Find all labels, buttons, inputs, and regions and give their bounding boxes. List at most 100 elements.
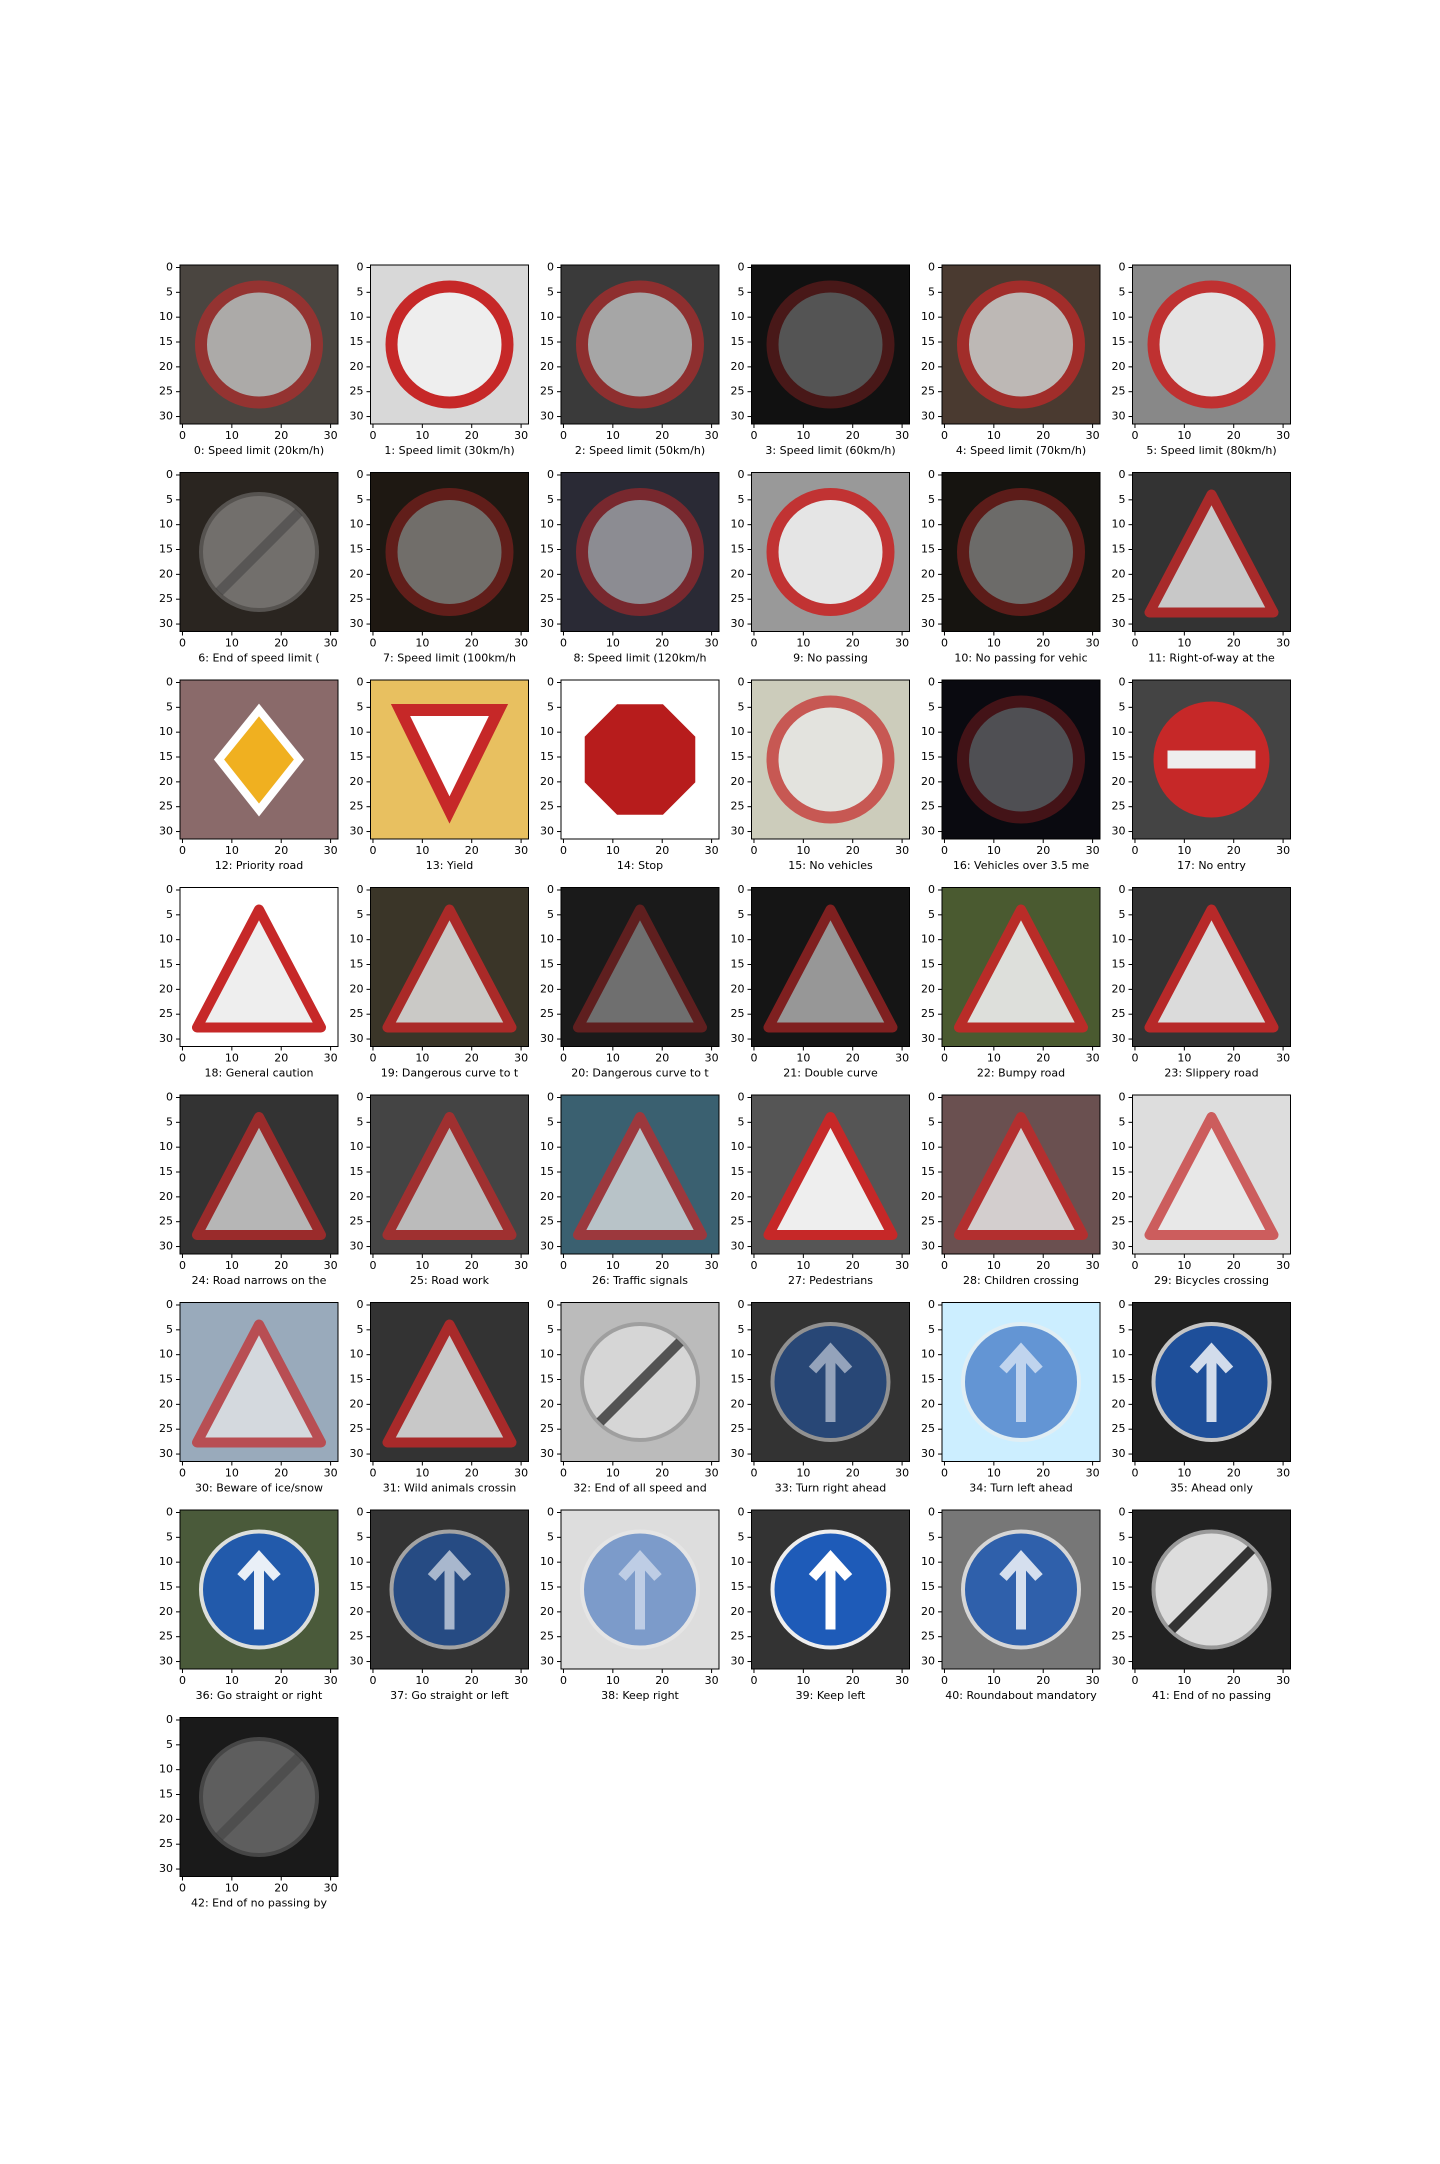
x-tick-label: 0 <box>750 1467 757 1480</box>
sign-ring <box>385 488 514 616</box>
panel-caption: 35: Ahead only <box>1170 1482 1253 1495</box>
y-tick-label: 20 <box>540 775 554 788</box>
x-tick-label: 10 <box>415 429 429 442</box>
y-tick-label: 5 <box>357 1323 364 1336</box>
y-tick-label: 30 <box>921 1240 935 1253</box>
x-tick-label: 0 <box>750 637 757 650</box>
y-tick-label: 0 <box>166 1090 173 1103</box>
y-tick-label: 10 <box>159 1555 173 1568</box>
axes-frame <box>941 679 1101 840</box>
axes-frame <box>1132 1509 1291 1670</box>
panel-caption: 31: Wild animals crossin <box>383 1482 517 1495</box>
x-tick-label: 10 <box>1177 637 1191 650</box>
y-tick-label: 0 <box>166 675 173 688</box>
sign-yield <box>390 704 509 824</box>
panel-caption: 36: Go straight or right <box>196 1689 323 1702</box>
sign-image <box>370 1510 529 1669</box>
y-tick-label: 5 <box>928 1530 935 1543</box>
y-tick-label: 10 <box>540 1348 554 1361</box>
sign-image <box>180 1717 338 1877</box>
x-tick-label: 10 <box>987 637 1001 650</box>
x-tick-label: 30 <box>514 1674 528 1687</box>
y-tick-label: 5 <box>357 1115 364 1128</box>
y-tick-label: 0 <box>738 260 745 273</box>
axes-frame <box>751 472 910 632</box>
x-tick-label: 30 <box>705 1259 719 1272</box>
y-tick-label: 15 <box>731 958 745 971</box>
y-tick-label: 10 <box>350 1140 364 1153</box>
x-tick-label: 20 <box>274 844 288 857</box>
y-tick-label: 5 <box>547 700 554 713</box>
y-tick-label: 10 <box>540 518 554 531</box>
axes-frame <box>370 887 529 1047</box>
x-tick-label: 10 <box>796 1467 810 1480</box>
sign-image <box>370 887 529 1047</box>
x-tick-label: 10 <box>415 844 429 857</box>
y-tick-label: 15 <box>731 750 745 763</box>
x-tick-label: 30 <box>705 429 719 442</box>
y-tick-label: 5 <box>928 1115 935 1128</box>
x-tick-label: 10 <box>415 637 429 650</box>
subplot: 0 10 20 30 0 5 10 15 20 25 30 10: No passing for ve… <box>921 468 1101 665</box>
y-tick-label: 20 <box>350 1190 364 1203</box>
sign-image <box>751 472 910 632</box>
x-tick-label: 20 <box>655 1052 669 1065</box>
panel-caption: 13: Yield <box>426 859 473 872</box>
sign-image <box>942 887 1100 1047</box>
sign-image <box>1132 472 1291 632</box>
x-tick-label: 20 <box>846 1259 860 1272</box>
y-tick-label: 30 <box>159 825 173 838</box>
axes-frame <box>1132 472 1291 632</box>
sign-ring <box>957 488 1085 616</box>
y-tick-label: 20 <box>731 982 745 995</box>
subplot: 0 10 20 30 0 5 10 15 20 25 30 18: General caution <box>159 883 339 1080</box>
x-tick-label: 30 <box>324 844 338 857</box>
y-tick-label: 25 <box>350 1215 364 1228</box>
axes-frame <box>560 264 720 425</box>
y-tick-label: 5 <box>547 1323 554 1336</box>
x-tick-label: 20 <box>274 429 288 442</box>
y-tick-label: 0 <box>166 468 173 481</box>
y-tick-label: 30 <box>1112 825 1126 838</box>
x-tick-label: 0 <box>560 429 567 442</box>
x-tick-label: 20 <box>1227 1467 1241 1480</box>
x-tick-label: 30 <box>324 429 338 442</box>
y-tick-label: 0 <box>166 1298 173 1311</box>
panel-caption: 2: Speed limit (50km/h) <box>575 444 705 457</box>
subplot: 0 10 20 30 0 5 10 15 20 25 30 21: Double curve <box>731 883 910 1080</box>
x-tick-label: 0 <box>369 1467 376 1480</box>
sign-image <box>942 1095 1100 1254</box>
x-tick-label: 30 <box>895 1052 909 1065</box>
y-tick-label: 20 <box>1112 360 1126 373</box>
y-tick-label: 15 <box>350 750 364 763</box>
x-tick-label: 30 <box>705 1467 719 1480</box>
axes-frame <box>751 1094 910 1255</box>
x-tick-label: 30 <box>895 637 909 650</box>
sign-arrow <box>427 1550 472 1630</box>
sign-ring <box>576 488 704 616</box>
y-tick-label: 0 <box>547 1505 554 1518</box>
x-tick-label: 0 <box>179 1467 186 1480</box>
x-tick-label: 20 <box>846 1052 860 1065</box>
sign-image <box>751 265 910 424</box>
y-tick-label: 25 <box>731 385 745 398</box>
subplot: 0 10 20 30 0 5 10 15 20 25 30 42: End of no passing… <box>159 1713 339 1910</box>
y-tick-label: 25 <box>159 1837 173 1850</box>
x-tick-label: 10 <box>796 1674 810 1687</box>
axes-frame <box>941 1302 1101 1462</box>
y-tick-label: 0 <box>547 1090 554 1103</box>
y-tick-label: 0 <box>928 675 935 688</box>
sign-image <box>1132 265 1291 424</box>
subplot: 0 10 20 30 0 5 10 15 20 25 30 24: Road narrows on t… <box>159 1090 339 1287</box>
y-tick-label: 5 <box>738 1115 745 1128</box>
x-tick-label: 0 <box>941 1259 948 1272</box>
sign-image <box>942 680 1100 839</box>
y-tick-label: 5 <box>1119 1530 1126 1543</box>
y-tick-label: 0 <box>1119 1505 1126 1518</box>
panel-caption: 14: Stop <box>617 859 663 872</box>
x-tick-label: 20 <box>465 844 479 857</box>
x-tick-label: 20 <box>1036 1052 1050 1065</box>
x-tick-label: 10 <box>606 1052 620 1065</box>
y-tick-label: 10 <box>540 310 554 323</box>
